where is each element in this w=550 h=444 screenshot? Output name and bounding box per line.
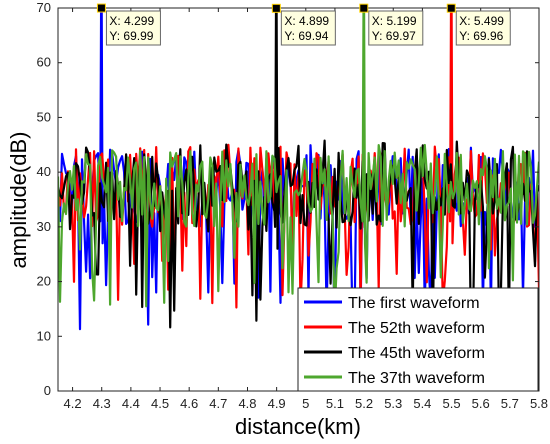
legend: The first waveform The 52th waveform The 4… <box>297 287 539 392</box>
x-tick-label: 4.9 <box>268 396 286 411</box>
x-tick-label: 5.6 <box>472 396 490 411</box>
datatip-marker <box>359 3 369 13</box>
legend-label: The 37th waveform <box>348 370 485 387</box>
datatip-x-label: X: 4.299 <box>109 14 154 28</box>
y-tick-label: 30 <box>37 219 51 234</box>
datatip-box <box>280 10 336 46</box>
x-tick-label: 4.2 <box>64 396 82 411</box>
ticks-layer: 4.2 4.3 4.4 4.5 4.6 4.7 4.8 4.9 5 5.1 5.2 5.3 5.4 5.5… <box>37 0 549 411</box>
datatip-marker <box>96 3 106 13</box>
x-tick-label: 5.3 <box>384 396 402 411</box>
datatip-x-label: X: 5.499 <box>459 14 504 28</box>
x-tick-label: 5.4 <box>413 396 431 411</box>
x-tick-label: 4.3 <box>93 396 111 411</box>
x-axis-title: distance(km) <box>235 414 361 439</box>
x-tick-label: 5.5 <box>443 396 461 411</box>
y-tick-label: 40 <box>37 164 51 179</box>
x-tick-label: 4.6 <box>180 396 198 411</box>
y-tick-label: 70 <box>37 0 51 15</box>
x-tick-label: 5.2 <box>355 396 373 411</box>
x-tick-label: 4.4 <box>122 396 140 411</box>
datatip-x-label: X: 5.199 <box>372 14 417 28</box>
datatip-x-label: X: 4.899 <box>284 14 329 28</box>
y-tick-label: 10 <box>37 328 51 343</box>
x-tick-label: 5.1 <box>326 396 344 411</box>
y-axis-title: amplitude(dB) <box>6 132 31 269</box>
x-tick-label: 5.7 <box>501 396 519 411</box>
datatip-y-label: Y: 69.97 <box>372 29 416 43</box>
x-tick-label: 4.8 <box>238 396 256 411</box>
legend-box <box>297 287 539 392</box>
datatip-marker <box>446 3 456 13</box>
datatip-y-label: Y: 69.99 <box>109 29 153 43</box>
series-line <box>58 8 539 316</box>
datatip-marker <box>271 3 281 13</box>
x-tick-label: 4.5 <box>151 396 169 411</box>
x-tick-label: 5 <box>302 396 309 411</box>
x-tick-label: 4.7 <box>209 396 227 411</box>
legend-items: The first waveform The 52th waveform The 4… <box>304 295 485 387</box>
y-tick-label: 50 <box>37 109 51 124</box>
datatip-y-label: Y: 69.96 <box>459 29 503 43</box>
series-layer <box>58 8 539 332</box>
x-tick-label: 5.8 <box>530 396 548 411</box>
datatip-box <box>105 10 161 46</box>
datatip-y-label: Y: 69.94 <box>284 29 328 43</box>
y-tick-label: 60 <box>37 55 51 70</box>
datatip-box <box>455 10 511 46</box>
legend-label: The 52th waveform <box>348 320 485 337</box>
legend-label: The first waveform <box>348 295 480 312</box>
datatip-box <box>368 10 424 46</box>
y-tick-label: 20 <box>37 274 51 289</box>
y-tick-label: 0 <box>44 383 51 398</box>
legend-label: The 45th waveform <box>348 345 485 362</box>
